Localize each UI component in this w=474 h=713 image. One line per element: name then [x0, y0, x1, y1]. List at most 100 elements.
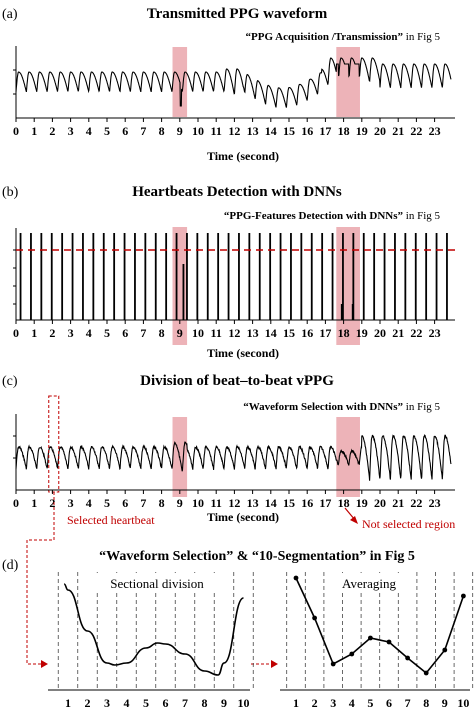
- average-point: [349, 651, 355, 657]
- panel-c-xlabel: Time (second): [207, 510, 279, 524]
- x-tick-label: 6: [122, 496, 128, 510]
- panel-c-x-ticks: 0 1 2 3 4 5 6 7 8 9 10 11 12 13 14 15 16 17 18 19 20 21 22 23: [13, 490, 441, 510]
- segment-number: 1: [65, 696, 71, 710]
- x-tick-label: 8: [159, 326, 165, 340]
- panel-b: (b) Heartbeats Detection with DNNs “PPG-…: [2, 184, 455, 360]
- panel-d-right-ticks: 1 2 3 4 5 6 7 8 9 10: [293, 696, 469, 710]
- x-tick-label: 14: [265, 326, 277, 340]
- not-selected-region-label: Not selected region: [362, 517, 455, 531]
- segment-number: 10: [457, 696, 469, 710]
- x-tick-label: 15: [283, 124, 295, 138]
- panel-d-left-curve: [63, 583, 244, 676]
- panel-a-caption: “PPG Acquisition /Transmission” in Fig 5: [246, 31, 441, 43]
- x-tick-label: 8: [159, 496, 165, 510]
- panel-b-caption: “PPG-Features Detection with DNNs” in Fi…: [224, 210, 441, 222]
- x-tick-label: 17: [319, 124, 331, 138]
- x-tick-label: 19: [356, 496, 368, 510]
- segment-number: 2: [85, 696, 91, 710]
- x-tick-label: 19: [356, 326, 368, 340]
- x-tick-label: 22: [410, 496, 422, 510]
- x-tick-label: 6: [122, 124, 128, 138]
- x-tick-label: 4: [86, 496, 92, 510]
- x-tick-label: 23: [429, 326, 441, 340]
- x-tick-label: 0: [13, 496, 19, 510]
- x-tick-label: 17: [319, 326, 331, 340]
- segment-number: 9: [442, 696, 448, 710]
- x-tick-label: 10: [192, 124, 204, 138]
- x-tick-label: 5: [104, 124, 110, 138]
- selected-heartbeat-box: [48, 395, 60, 493]
- x-tick-label: 20: [374, 124, 386, 138]
- x-tick-label: 6: [122, 326, 128, 340]
- connector-line: [26, 492, 55, 665]
- x-tick-label: 4: [86, 124, 92, 138]
- x-tick-label: 15: [283, 326, 295, 340]
- x-tick-label: 13: [247, 496, 259, 510]
- not-selected-arrowhead: [350, 516, 358, 524]
- x-tick-label: 3: [68, 326, 74, 340]
- panel-b-title: Heartbeats Detection with DNNs: [132, 184, 342, 200]
- x-tick-label: 1: [31, 496, 37, 510]
- panel-c-vppg-waveform: [15, 433, 452, 481]
- panel-a: (a) Transmitted PPG waveform “PPG Acquis…: [2, 6, 455, 163]
- panel-c-title: Division of beat–to-beat vPPG: [140, 373, 334, 389]
- x-tick-label: 23: [429, 124, 441, 138]
- panel-c-caption: “Waveform Selection with DNNs” in Fig 5: [243, 401, 440, 413]
- x-tick-label: 20: [374, 326, 386, 340]
- x-tick-label: 3: [68, 496, 74, 510]
- x-tick-label: 21: [392, 496, 404, 510]
- segment-number: 2: [312, 696, 318, 710]
- panel-d-left-ticks: 1 2 3 4 5 6 7 8 9 10: [65, 696, 250, 710]
- x-tick-label: 11: [211, 496, 222, 510]
- segment-number: 8: [423, 696, 429, 710]
- averaging-label: Averaging: [342, 576, 396, 591]
- panel-b-xlabel: Time (second): [207, 346, 279, 360]
- x-tick-label: 20: [374, 496, 386, 510]
- x-tick-label: 5: [104, 326, 110, 340]
- segment-number: 5: [367, 696, 373, 710]
- x-tick-label: 11: [211, 124, 222, 138]
- x-tick-label: 4: [86, 326, 92, 340]
- sectional-division-label-bg: [94, 573, 220, 593]
- x-tick-label: 12: [228, 326, 240, 340]
- panel-a-title: Transmitted PPG waveform: [147, 6, 328, 22]
- panel-d-right-markers: [293, 575, 466, 676]
- highlight-region: [336, 47, 360, 117]
- segment-number: 9: [221, 696, 227, 710]
- x-tick-label: 10: [192, 496, 204, 510]
- x-tick-label: 9: [177, 124, 183, 138]
- panel-d-letter: (d): [2, 558, 19, 573]
- average-point: [386, 639, 392, 645]
- x-tick-label: 2: [49, 496, 55, 510]
- panel-c-letter: (c): [2, 374, 18, 389]
- panel-a-ppg-waveform: [15, 57, 452, 108]
- x-tick-label: 16: [301, 124, 313, 138]
- panel-a-x-ticks: 0 1 2 3 4 5 6 7 8 9 10 11 12 13 14 15 16 17 18 19 20 21 22 23: [13, 118, 441, 138]
- x-tick-label: 18: [338, 496, 350, 510]
- average-point: [405, 655, 410, 661]
- selected-heartbeat-label: Selected heartbeat: [67, 513, 155, 527]
- x-tick-label: 10: [192, 326, 204, 340]
- x-tick-label: 14: [265, 124, 277, 138]
- panel-d-right-curve: [295, 577, 465, 675]
- panel-d-title: “Waveform Selection” & “10-Segmentation”…: [99, 549, 415, 564]
- segment-number: 1: [293, 696, 299, 710]
- x-tick-label: 1: [31, 326, 37, 340]
- panel-c: (c) Division of beat–to-beat vPPG “Wavef…: [2, 373, 455, 531]
- segment-number: 4: [124, 696, 130, 710]
- x-tick-label: 16: [301, 496, 313, 510]
- x-tick-label: 18: [338, 326, 350, 340]
- selection-connector: [26, 492, 278, 668]
- average-point: [442, 647, 448, 653]
- x-tick-label: 17: [319, 496, 331, 510]
- connector-arrowhead: [41, 660, 48, 668]
- segment-number: 6: [386, 696, 392, 710]
- average-point: [293, 575, 299, 581]
- panel-d: (d) “Waveform Selection” & “10-Segmentat…: [2, 549, 474, 710]
- x-tick-label: 12: [228, 124, 240, 138]
- x-tick-label: 2: [49, 326, 55, 340]
- x-tick-label: 1: [31, 124, 37, 138]
- x-tick-label: 9: [177, 326, 183, 340]
- x-tick-label: 22: [410, 326, 422, 340]
- segment-number: 3: [330, 696, 336, 710]
